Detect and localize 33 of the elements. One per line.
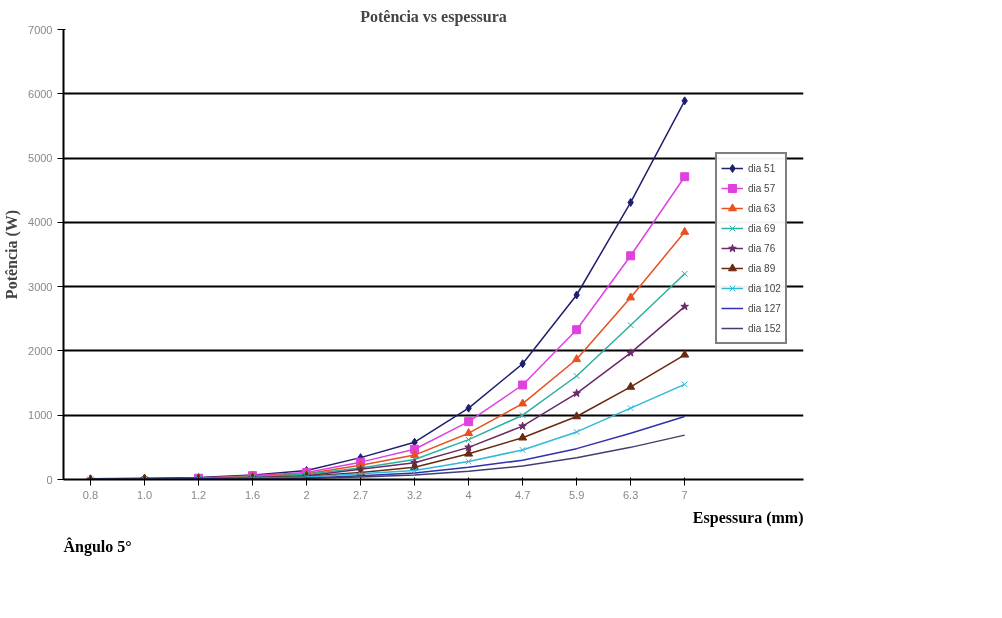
x-tick-label: 2: [303, 488, 310, 501]
x-tick-label: 1.6: [244, 488, 261, 501]
x-tick-label: 7: [681, 488, 688, 501]
text: Ângulo 5°: [63, 536, 132, 556]
y-tick-label: 6000: [28, 87, 53, 100]
y-tick-label: 1000: [28, 409, 53, 422]
y-axis-title: Potência (W): [3, 209, 22, 300]
x-tick-label: 5.9: [568, 488, 585, 501]
y-tick-label: 4000: [28, 216, 53, 229]
legend-label: dia 102: [748, 282, 781, 294]
x-tick-label: 4.7: [514, 488, 531, 501]
legend-label: dia 76: [748, 242, 776, 254]
legend-label: dia 51: [748, 162, 776, 174]
y-tick-label: 3000: [28, 280, 53, 293]
legend-label: dia 127: [748, 302, 781, 314]
legend-label: dia 69: [748, 222, 776, 234]
chart-title: Potência vs espessura: [360, 7, 507, 26]
x-tick-label: 2.7: [352, 488, 369, 501]
x-tick-label: 4: [465, 488, 472, 501]
legend-label: dia 63: [748, 202, 776, 214]
y-tick-label: 5000: [28, 152, 53, 165]
legend-label: dia 89: [748, 262, 776, 274]
x-tick-label: 3.2: [406, 488, 423, 501]
x-tick-label: 1.2: [190, 488, 207, 501]
y-tick-label: 7000: [28, 23, 53, 36]
y-tick-label: 2000: [28, 344, 53, 357]
x-tick-label: 0.8: [82, 488, 99, 501]
legend-label: dia 57: [748, 182, 776, 194]
x-tick-label: 1.0: [136, 488, 153, 501]
x-axis-title: Espessura (mm): [692, 508, 804, 527]
x-tick-label: 6.3: [623, 488, 639, 501]
y-tick-label: 0: [46, 473, 53, 486]
legend-label: dia 152: [748, 322, 781, 334]
